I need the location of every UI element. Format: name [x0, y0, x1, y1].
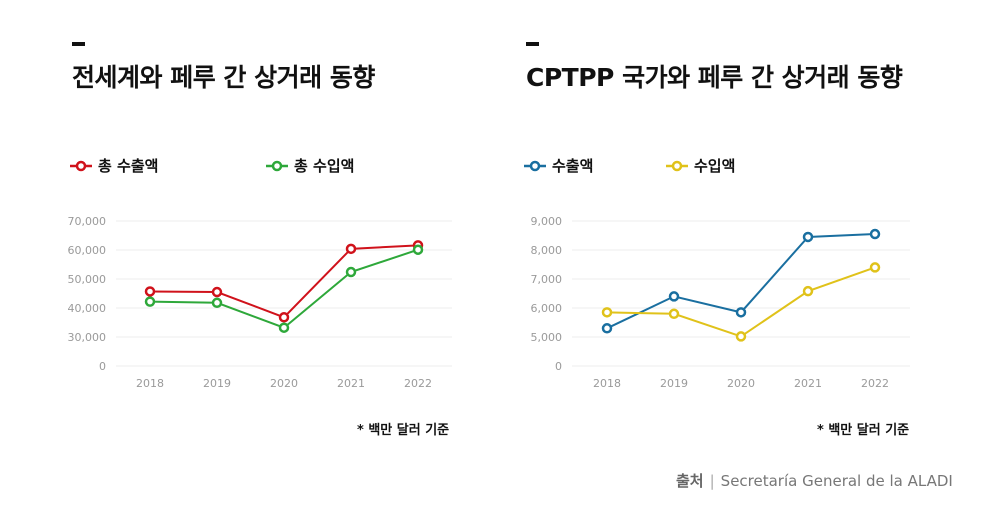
chart-panel-cptpp: CPTPP 국가와 페루 간 상거래 동향 수출액 수입액 0 5,000 6,00…	[500, 0, 1000, 460]
data-point	[802, 231, 814, 243]
x-tick-label: 2018	[136, 377, 164, 390]
legend-label: 수출액	[552, 157, 594, 175]
legend-label: 수입액	[694, 157, 736, 175]
x-tick-label: 2020	[727, 377, 755, 390]
data-point	[345, 266, 357, 278]
y-tick-label: 40,000	[68, 302, 107, 315]
legend-marker-icon	[524, 160, 546, 171]
y-tick-label: 7,000	[531, 273, 563, 286]
source-text: Secretaría General de la ALADI	[720, 472, 953, 490]
title-dash	[72, 42, 85, 46]
x-tick-label: 2022	[404, 377, 432, 390]
source-credit: 출처 | Secretaría General de la ALADI	[676, 470, 953, 491]
legend-label: 총 수입액	[294, 157, 355, 175]
title-dash	[526, 42, 539, 46]
y-tick-label: 8,000	[531, 244, 563, 257]
x-tick-label: 2019	[660, 377, 688, 390]
data-point	[278, 322, 290, 333]
data-point	[345, 243, 357, 255]
data-point	[412, 244, 424, 255]
line-chart-world: 0 30,000 40,000 50,000 60,000 70,000 2018 2019 2…	[68, 215, 452, 390]
y-tick-label: 50,000	[68, 273, 107, 286]
y-tick-label: 9,000	[531, 215, 563, 228]
y-tick-label: 0	[99, 360, 106, 373]
data-point	[802, 285, 814, 297]
legend-marker-icon	[70, 160, 92, 171]
source-separator: |	[709, 472, 715, 490]
legend-label: 총 수출액	[98, 157, 159, 175]
data-point	[211, 297, 223, 309]
unit-note: * 백만 달러 기준	[817, 423, 910, 438]
source-label: 출처	[676, 472, 704, 490]
data-point	[668, 291, 680, 302]
y-tick-label: 30,000	[68, 331, 107, 344]
data-point	[144, 286, 156, 297]
x-tick-label: 2021	[794, 377, 822, 390]
legend-item-exports: 수출액	[524, 155, 593, 176]
x-tick-label: 2022	[861, 377, 889, 390]
data-point	[211, 286, 223, 298]
data-point	[601, 323, 613, 334]
legend-marker-icon	[666, 160, 688, 171]
data-point	[601, 307, 613, 318]
chart-panel-world: 전세계와 페루 간 상거래 동향 총 수출액 총 수입액 0 30,000 40,0…	[0, 0, 500, 460]
y-tick-label: 5,000	[531, 331, 563, 344]
legend-item-imports: 총 수입액	[266, 155, 354, 176]
unit-note: * 백만 달러 기준	[357, 423, 450, 438]
y-tick-label: 60,000	[68, 244, 107, 257]
chart-title: CPTPP 국가와 페루 간 상거래 동향	[526, 63, 903, 92]
x-tick-label: 2018	[593, 377, 621, 390]
x-tick-label: 2021	[337, 377, 365, 390]
series-line	[606, 266, 876, 338]
legend-item-exports: 총 수출액	[70, 155, 158, 176]
series-line	[149, 244, 419, 319]
data-point	[869, 228, 881, 240]
data-point	[278, 312, 290, 323]
y-tick-label: 6,000	[531, 302, 563, 315]
chart-title: 전세계와 페루 간 상거래 동향	[72, 63, 375, 92]
y-tick-label: 70,000	[68, 215, 107, 228]
data-point	[735, 307, 747, 318]
data-point	[735, 331, 747, 342]
data-point	[668, 308, 680, 320]
x-tick-label: 2020	[270, 377, 298, 390]
data-point	[869, 262, 881, 273]
x-tick-label: 2019	[203, 377, 231, 390]
data-point	[144, 296, 156, 307]
legend-marker-icon	[266, 160, 288, 171]
legend-item-imports: 수입액	[666, 155, 735, 176]
line-chart-cptpp: 0 5,000 6,000 7,000 8,000 9,000 2018 2019 2020 20…	[531, 215, 910, 390]
y-tick-label: 0	[555, 360, 562, 373]
